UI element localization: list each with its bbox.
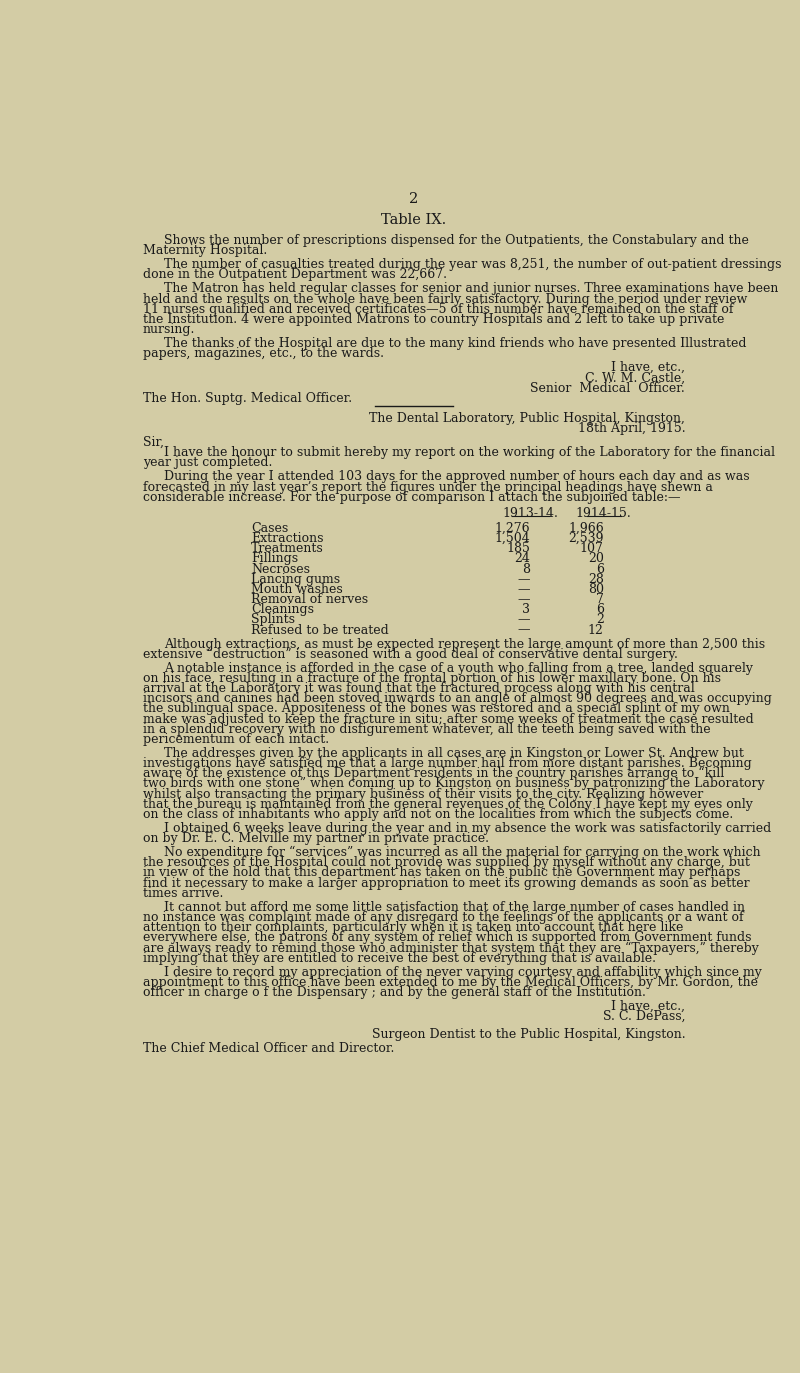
Text: forecasted in my last year’s report the figures under the principal headings hav: forecasted in my last year’s report the …: [142, 481, 713, 494]
Text: No expenditure for “services” was incurred as all the material for carrying on t: No expenditure for “services” was incurr…: [164, 846, 761, 859]
Text: in view of the hold that this department has taken on the public the Government : in view of the hold that this department…: [142, 866, 740, 879]
Text: 2,539: 2,539: [568, 533, 604, 545]
Text: that the bureau is maintained from the general revenues of the Colony I have kep: that the bureau is maintained from the g…: [142, 798, 753, 810]
Text: I have, etc.,: I have, etc.,: [611, 1000, 685, 1013]
Text: The Dental Laboratory, Public Hospital, Kingston,: The Dental Laboratory, Public Hospital, …: [370, 412, 685, 424]
Text: I have, etc.,: I have, etc.,: [611, 361, 685, 375]
Text: The addresses given by the applicants in all cases are in Kingston or Lower St. : The addresses given by the applicants in…: [164, 747, 744, 759]
Text: papers, magazines, etc., to the wards.: papers, magazines, etc., to the wards.: [142, 347, 384, 360]
Text: make was adjusted to keep the fracture in situ; after some weeks of treatment th: make was adjusted to keep the fracture i…: [142, 713, 754, 725]
Text: held and the results on the whole have been fairly satisfactory. During the peri: held and the results on the whole have b…: [142, 292, 747, 306]
Text: 24: 24: [514, 552, 530, 566]
Text: 1,966: 1,966: [568, 522, 604, 535]
Text: 12: 12: [588, 623, 604, 637]
Text: 8: 8: [522, 563, 530, 575]
Text: implying that they are entitled to receive the best of everything that is availa: implying that they are entitled to recei…: [142, 951, 656, 965]
Text: arrival at the Laboratory it was found that the fractured process along with his: arrival at the Laboratory it was found t…: [142, 682, 694, 695]
Text: two birds with one stone” when coming up to Kingston on business by patronizing : two birds with one stone” when coming up…: [142, 777, 764, 791]
Text: I have the honour to submit hereby my report on the working of the Laboratory fo: I have the honour to submit hereby my re…: [164, 446, 775, 460]
Text: Refused to be treated: Refused to be treated: [251, 623, 389, 637]
Text: on his face, resulting in a fracture of the frontal portion of his lower maxilla: on his face, resulting in a fracture of …: [142, 671, 721, 685]
Text: on by Dr. E. C. Melville my partner in private practice.: on by Dr. E. C. Melville my partner in p…: [142, 832, 489, 844]
Text: the Institution. 4 were appointed Matrons to country Hospitals and 2 left to tak: the Institution. 4 were appointed Matron…: [142, 313, 724, 325]
Text: 20: 20: [588, 552, 604, 566]
Text: 1,276: 1,276: [494, 522, 530, 535]
Text: 18th April, 1915.: 18th April, 1915.: [578, 422, 685, 435]
Text: pericementum of each intact.: pericementum of each intact.: [142, 733, 329, 746]
Text: Maternity Hospital.: Maternity Hospital.: [142, 244, 267, 257]
Text: 80: 80: [588, 584, 604, 596]
Text: year just completed.: year just completed.: [142, 456, 272, 470]
Text: Necroses: Necroses: [251, 563, 310, 575]
Text: 6: 6: [596, 563, 604, 575]
Text: 1914-15.: 1914-15.: [576, 507, 632, 520]
Text: The Chief Medical Officer and Director.: The Chief Medical Officer and Director.: [142, 1042, 394, 1054]
Text: The Hon. Suptg. Medical Officer.: The Hon. Suptg. Medical Officer.: [142, 391, 352, 405]
Text: Fillings: Fillings: [251, 552, 298, 566]
Text: the resources of the Hospital could not provide was supplied by myself without a: the resources of the Hospital could not …: [142, 857, 750, 869]
Text: on the class of inhabitants who apply and not on the localities from which the s: on the class of inhabitants who apply an…: [142, 807, 733, 821]
Text: Although extractions, as must be expected represent the large amount of more tha: Although extractions, as must be expecte…: [164, 637, 766, 651]
Text: attention to their complaints, particularly when it is taken into account that h: attention to their complaints, particula…: [142, 921, 683, 934]
Text: The Matron has held regular classes for senior and junior nurses. Three examinat: The Matron has held regular classes for …: [164, 283, 778, 295]
Text: Extractions: Extractions: [251, 533, 324, 545]
Text: 3: 3: [522, 603, 530, 616]
Text: officer in charge o f the Dispensary ; and by the general staff of the Instituti: officer in charge o f the Dispensary ; a…: [142, 986, 646, 1000]
Text: 185: 185: [506, 542, 530, 555]
Text: —: —: [518, 623, 530, 637]
Text: S. C. DePass,: S. C. DePass,: [602, 1011, 685, 1023]
Text: I desire to record my appreciation of the never varying courtesy and affability : I desire to record my appreciation of th…: [164, 965, 762, 979]
Text: 28: 28: [588, 573, 604, 586]
Text: It cannot but afford me some little satisfaction that of the large number of cas: It cannot but afford me some little sati…: [164, 901, 746, 913]
Text: extensive “destruction” is seasoned with a good deal of conservative dental surg: extensive “destruction” is seasoned with…: [142, 648, 678, 660]
Text: Removal of nerves: Removal of nerves: [251, 593, 368, 605]
Text: Sir,: Sir,: [142, 437, 164, 449]
Text: Mouth washes: Mouth washes: [251, 584, 343, 596]
Text: —: —: [518, 614, 530, 626]
Text: times arrive.: times arrive.: [142, 887, 223, 899]
Text: appointment to this office have been extended to me by the Medical Officers, by : appointment to this office have been ext…: [142, 976, 758, 989]
Text: whilst also transacting the primary business of their visits to the city. Realiz: whilst also transacting the primary busi…: [142, 788, 703, 800]
Text: Senior  Medical  Officer.: Senior Medical Officer.: [530, 382, 685, 394]
Text: —: —: [518, 593, 530, 605]
Text: find it necessary to make a larger appropriation to meet its growing demands as : find it necessary to make a larger appro…: [142, 876, 750, 890]
Text: 2: 2: [596, 614, 604, 626]
Text: considerable increase. For the purpose of comparison I attach the subjoined tabl: considerable increase. For the purpose o…: [142, 490, 680, 504]
Text: 6: 6: [596, 603, 604, 616]
Text: Table IX.: Table IX.: [382, 213, 446, 227]
Text: everywhere else, the patrons of any system of relief which is supported from Gov: everywhere else, the patrons of any syst…: [142, 931, 751, 945]
Text: investigations have satisfied me that a large number hail from more distant pari: investigations have satisfied me that a …: [142, 757, 751, 770]
Text: Splints: Splints: [251, 614, 295, 626]
Text: —: —: [518, 584, 530, 596]
Text: A notable instance is afforded in the case of a youth who falling from a tree, l: A notable instance is afforded in the ca…: [164, 662, 754, 674]
Text: Treatments: Treatments: [251, 542, 324, 555]
Text: 1,504: 1,504: [494, 533, 530, 545]
Text: Lancing gums: Lancing gums: [251, 573, 340, 586]
Text: incisors and canines had been stoved inwards to an angle of almost 90 degrees an: incisors and canines had been stoved inw…: [142, 692, 771, 706]
Text: C. W. M. Castle,: C. W. M. Castle,: [585, 372, 685, 384]
Text: Cases: Cases: [251, 522, 288, 535]
Text: Shows the number of prescriptions dispensed for the Outpatients, the Constabular: Shows the number of prescriptions dispen…: [164, 233, 750, 247]
Text: 2: 2: [410, 192, 418, 206]
Text: no instance was complaint made of any disregard to the feelings of the applicant: no instance was complaint made of any di…: [142, 910, 743, 924]
Text: done in the Outpatient Department was 22,667.: done in the Outpatient Department was 22…: [142, 268, 446, 281]
Text: Cleanings: Cleanings: [251, 603, 314, 616]
Text: I obtained 6 weeks leave during the year and in my absence the work was satisfac: I obtained 6 weeks leave during the year…: [164, 822, 771, 835]
Text: in a splendid recovery with no disfigurement whatever, all the teeth being saved: in a splendid recovery with no disfigure…: [142, 722, 710, 736]
Text: The thanks of the Hospital are due to the many kind friends who have presented I: The thanks of the Hospital are due to th…: [164, 338, 747, 350]
Text: During the year I attended 103 days for the approved number of hours each day an: During the year I attended 103 days for …: [164, 471, 750, 483]
Text: 7: 7: [596, 593, 604, 605]
Text: 11 nurses qualified and received certificates—5 of this number have remained on : 11 nurses qualified and received certifi…: [142, 302, 733, 316]
Text: 107: 107: [580, 542, 604, 555]
Text: aware of the existence of this Department residents in the country parishes arra: aware of the existence of this Departmen…: [142, 768, 724, 780]
Text: 1913-14.: 1913-14.: [502, 507, 558, 520]
Text: The number of casualties treated during the year was 8,251, the number of out-pa: The number of casualties treated during …: [164, 258, 782, 272]
Text: Surgeon Dentist to the Public Hospital, Kingston.: Surgeon Dentist to the Public Hospital, …: [371, 1028, 685, 1041]
Text: the sublingual space. Appositeness of the bones was restored and a special splin: the sublingual space. Appositeness of th…: [142, 703, 730, 715]
Text: are always ready to remind those who administer that system that they are “Taxpa: are always ready to remind those who adm…: [142, 942, 758, 954]
Text: —: —: [518, 573, 530, 586]
Text: nursing.: nursing.: [142, 323, 195, 336]
